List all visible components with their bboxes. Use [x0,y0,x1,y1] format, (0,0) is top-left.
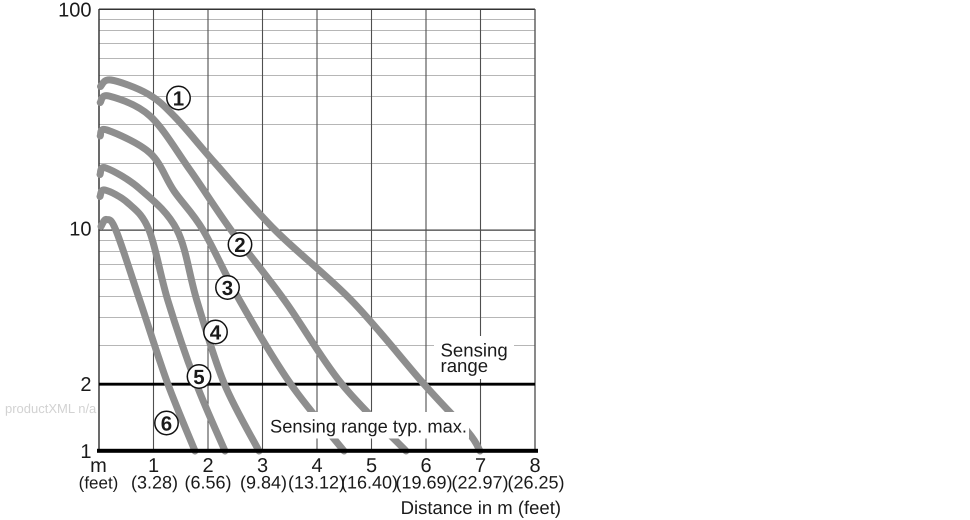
svg-text:2: 2 [80,374,91,396]
svg-text:productXML n/a: productXML n/a [5,401,97,416]
svg-text:(6.56): (6.56) [184,473,231,493]
svg-text:5: 5 [193,366,204,389]
svg-text:5: 5 [366,455,377,477]
svg-text:7: 7 [475,455,486,477]
svg-text:6: 6 [420,455,431,477]
svg-text:Sensing range typ. max.: Sensing range typ. max. [270,416,467,437]
svg-text:2: 2 [202,455,213,477]
svg-text:(22.97): (22.97) [451,473,508,493]
svg-text:6: 6 [161,412,172,435]
svg-text:1: 1 [80,441,91,463]
svg-text:10: 10 [69,219,91,241]
svg-text:8: 8 [529,455,540,477]
svg-text:1: 1 [148,455,159,477]
svg-text:2: 2 [234,234,245,257]
svg-text:(19.69): (19.69) [395,473,452,493]
svg-text:100: 100 [58,0,91,22]
svg-text:range: range [441,355,489,376]
svg-text:Distance in m (feet): Distance in m (feet) [401,497,561,518]
svg-text:Sensing: Sensing [441,340,508,361]
svg-text:(9.84): (9.84) [240,473,287,493]
svg-text:(3.28): (3.28) [131,473,178,493]
svg-text:(26.25): (26.25) [507,473,564,493]
svg-text:m: m [90,455,107,477]
svg-text:(16.40): (16.40) [341,473,398,493]
svg-text:3: 3 [257,455,268,477]
svg-text:3: 3 [222,277,233,300]
svg-text:1: 1 [173,87,184,110]
svg-text:(feet): (feet) [79,474,119,493]
svg-text:(13.12): (13.12) [288,473,345,493]
svg-text:4: 4 [210,321,222,344]
svg-text:4: 4 [311,455,322,477]
